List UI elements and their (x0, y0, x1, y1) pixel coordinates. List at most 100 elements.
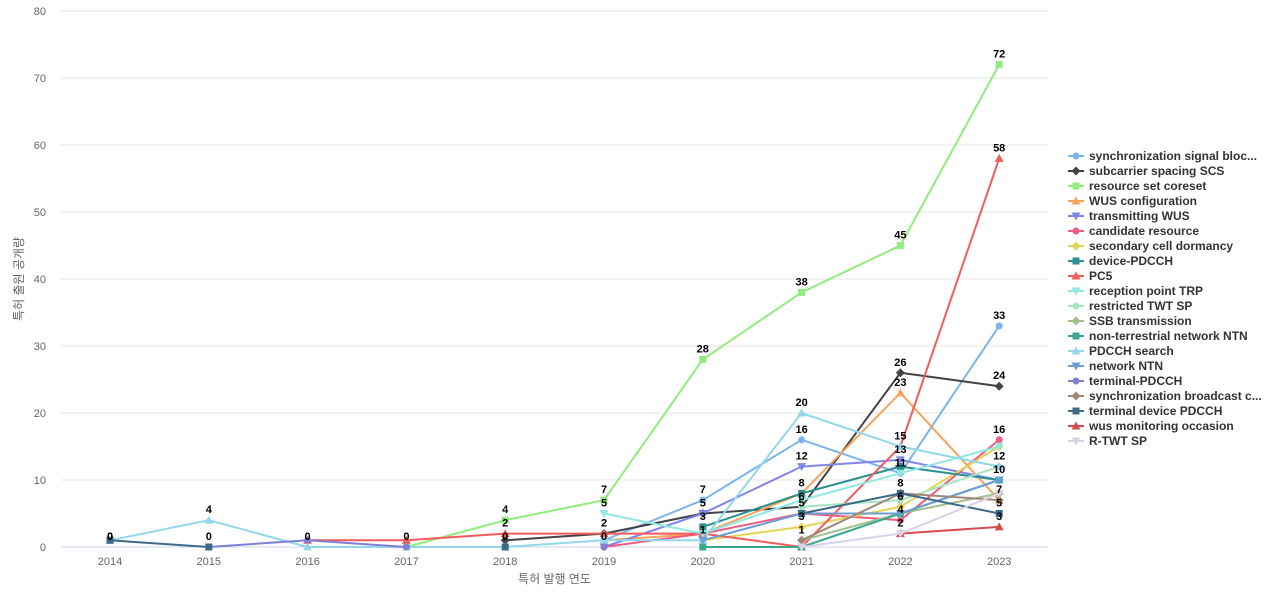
series-line[interactable] (702, 465, 1000, 528)
series-point[interactable] (798, 503, 806, 511)
series-point[interactable] (600, 496, 608, 504)
series-point[interactable] (994, 476, 1004, 485)
series-point[interactable] (896, 463, 904, 471)
series-point[interactable] (501, 543, 509, 551)
series-1 (500, 368, 1004, 545)
series-point[interactable] (896, 496, 904, 504)
legend-item[interactable]: terminal device PDCCH (1068, 404, 1222, 418)
series-point[interactable] (699, 543, 707, 551)
series-point[interactable] (895, 368, 905, 378)
legend[interactable]: synchronization signal bloc...subcarrier… (1068, 149, 1262, 448)
series-9 (599, 443, 1004, 539)
series-point[interactable] (699, 496, 707, 504)
series-point[interactable] (401, 535, 411, 544)
series-point[interactable] (995, 322, 1003, 330)
legend-item[interactable]: PDCCH search (1068, 344, 1174, 358)
series-point[interactable] (304, 536, 312, 544)
series-line[interactable] (406, 64, 1001, 548)
series-point[interactable] (797, 496, 807, 505)
series-point[interactable] (995, 510, 1003, 517)
legend-symbol (1071, 287, 1081, 296)
series-line[interactable] (307, 158, 1001, 548)
series-point[interactable] (994, 381, 1004, 391)
series-point[interactable] (303, 542, 313, 551)
series-point[interactable] (994, 495, 1004, 505)
series-point[interactable] (994, 443, 1004, 451)
series-point[interactable] (798, 288, 806, 296)
series-point[interactable] (698, 536, 708, 545)
series-point[interactable] (896, 489, 904, 497)
legend-item[interactable]: non-terrestrial network NTN (1068, 329, 1248, 343)
series-point[interactable] (798, 436, 806, 444)
series-point[interactable] (994, 153, 1004, 162)
series-point[interactable] (204, 515, 214, 524)
series-point[interactable] (896, 242, 904, 249)
series-point[interactable] (995, 61, 1003, 69)
legend-symbol (1072, 152, 1080, 160)
legend-item[interactable]: transmitting WUS (1068, 209, 1190, 223)
series-line[interactable] (109, 412, 1000, 548)
series-point[interactable] (699, 523, 707, 531)
series-point[interactable] (798, 489, 806, 497)
series-point[interactable] (895, 530, 905, 539)
series-point[interactable] (895, 469, 905, 478)
legend-item[interactable]: subcarrier spacing SCS (1068, 164, 1224, 178)
legend-item[interactable]: secondary cell dormancy (1068, 239, 1233, 253)
series-2 (402, 61, 1003, 551)
legend-item[interactable]: synchronization signal bloc... (1068, 149, 1257, 163)
series-point[interactable] (106, 536, 114, 544)
y-tick-label: 70 (34, 73, 46, 85)
series-line[interactable] (505, 371, 1000, 542)
series-point[interactable] (699, 355, 707, 363)
series-point[interactable] (599, 529, 609, 538)
series-point[interactable] (895, 456, 905, 465)
legend-item[interactable]: resource set coreset (1068, 179, 1206, 193)
legend-label: secondary cell dormancy (1089, 239, 1233, 253)
series-point[interactable] (797, 543, 807, 552)
legend-item[interactable]: restricted TWT SP (1068, 299, 1192, 313)
series-point[interactable] (600, 543, 608, 551)
series-point[interactable] (797, 408, 807, 417)
series-point[interactable] (994, 522, 1004, 531)
series-point[interactable] (994, 462, 1004, 471)
series-point[interactable] (500, 535, 510, 545)
legend-label: WUS configuration (1089, 194, 1197, 208)
series-point[interactable] (798, 510, 806, 517)
legend-item[interactable]: candidate resource (1068, 224, 1199, 238)
legend-item[interactable]: synchronization broadcast c... (1068, 389, 1262, 403)
y-tick-label: 20 (34, 408, 46, 420)
legend-item[interactable]: network NTN (1068, 359, 1163, 373)
legend-item[interactable]: PC5 (1068, 269, 1113, 283)
series-point[interactable] (698, 530, 708, 539)
series-point[interactable] (599, 535, 609, 544)
series-point[interactable] (797, 522, 807, 532)
legend-item[interactable]: reception point TRP (1068, 284, 1203, 298)
data-label: 3 (799, 511, 805, 523)
legend-item[interactable]: wus monitoring occasion (1068, 419, 1234, 433)
series-point[interactable] (895, 442, 905, 450)
legend-item[interactable]: device-PDCCH (1068, 254, 1173, 268)
data-label: 11 (895, 457, 907, 469)
series-point[interactable] (896, 516, 904, 524)
series-point[interactable] (994, 489, 1004, 498)
y-tick-label: 30 (34, 341, 46, 353)
series-point[interactable] (895, 510, 905, 518)
legend-item[interactable]: R-TWT SP (1068, 434, 1147, 448)
legend-item[interactable]: SSB transmission (1068, 314, 1192, 328)
series-point[interactable] (797, 463, 807, 472)
series-point[interactable] (599, 510, 609, 518)
x-tick-label: 2022 (888, 556, 912, 568)
series-point[interactable] (205, 543, 213, 551)
series-point[interactable] (895, 388, 905, 397)
legend-item[interactable]: WUS configuration (1068, 194, 1197, 208)
series-point[interactable] (797, 535, 807, 545)
series-point[interactable] (895, 502, 905, 512)
series-point[interactable] (402, 543, 410, 551)
series-point[interactable] (501, 516, 509, 524)
legend-item[interactable]: terminal-PDCCH (1068, 374, 1182, 388)
data-label: 10 (993, 464, 1005, 476)
series-point[interactable] (500, 529, 510, 538)
series-point[interactable] (698, 510, 708, 518)
series-point[interactable] (995, 436, 1003, 444)
series-line[interactable] (900, 525, 1000, 535)
